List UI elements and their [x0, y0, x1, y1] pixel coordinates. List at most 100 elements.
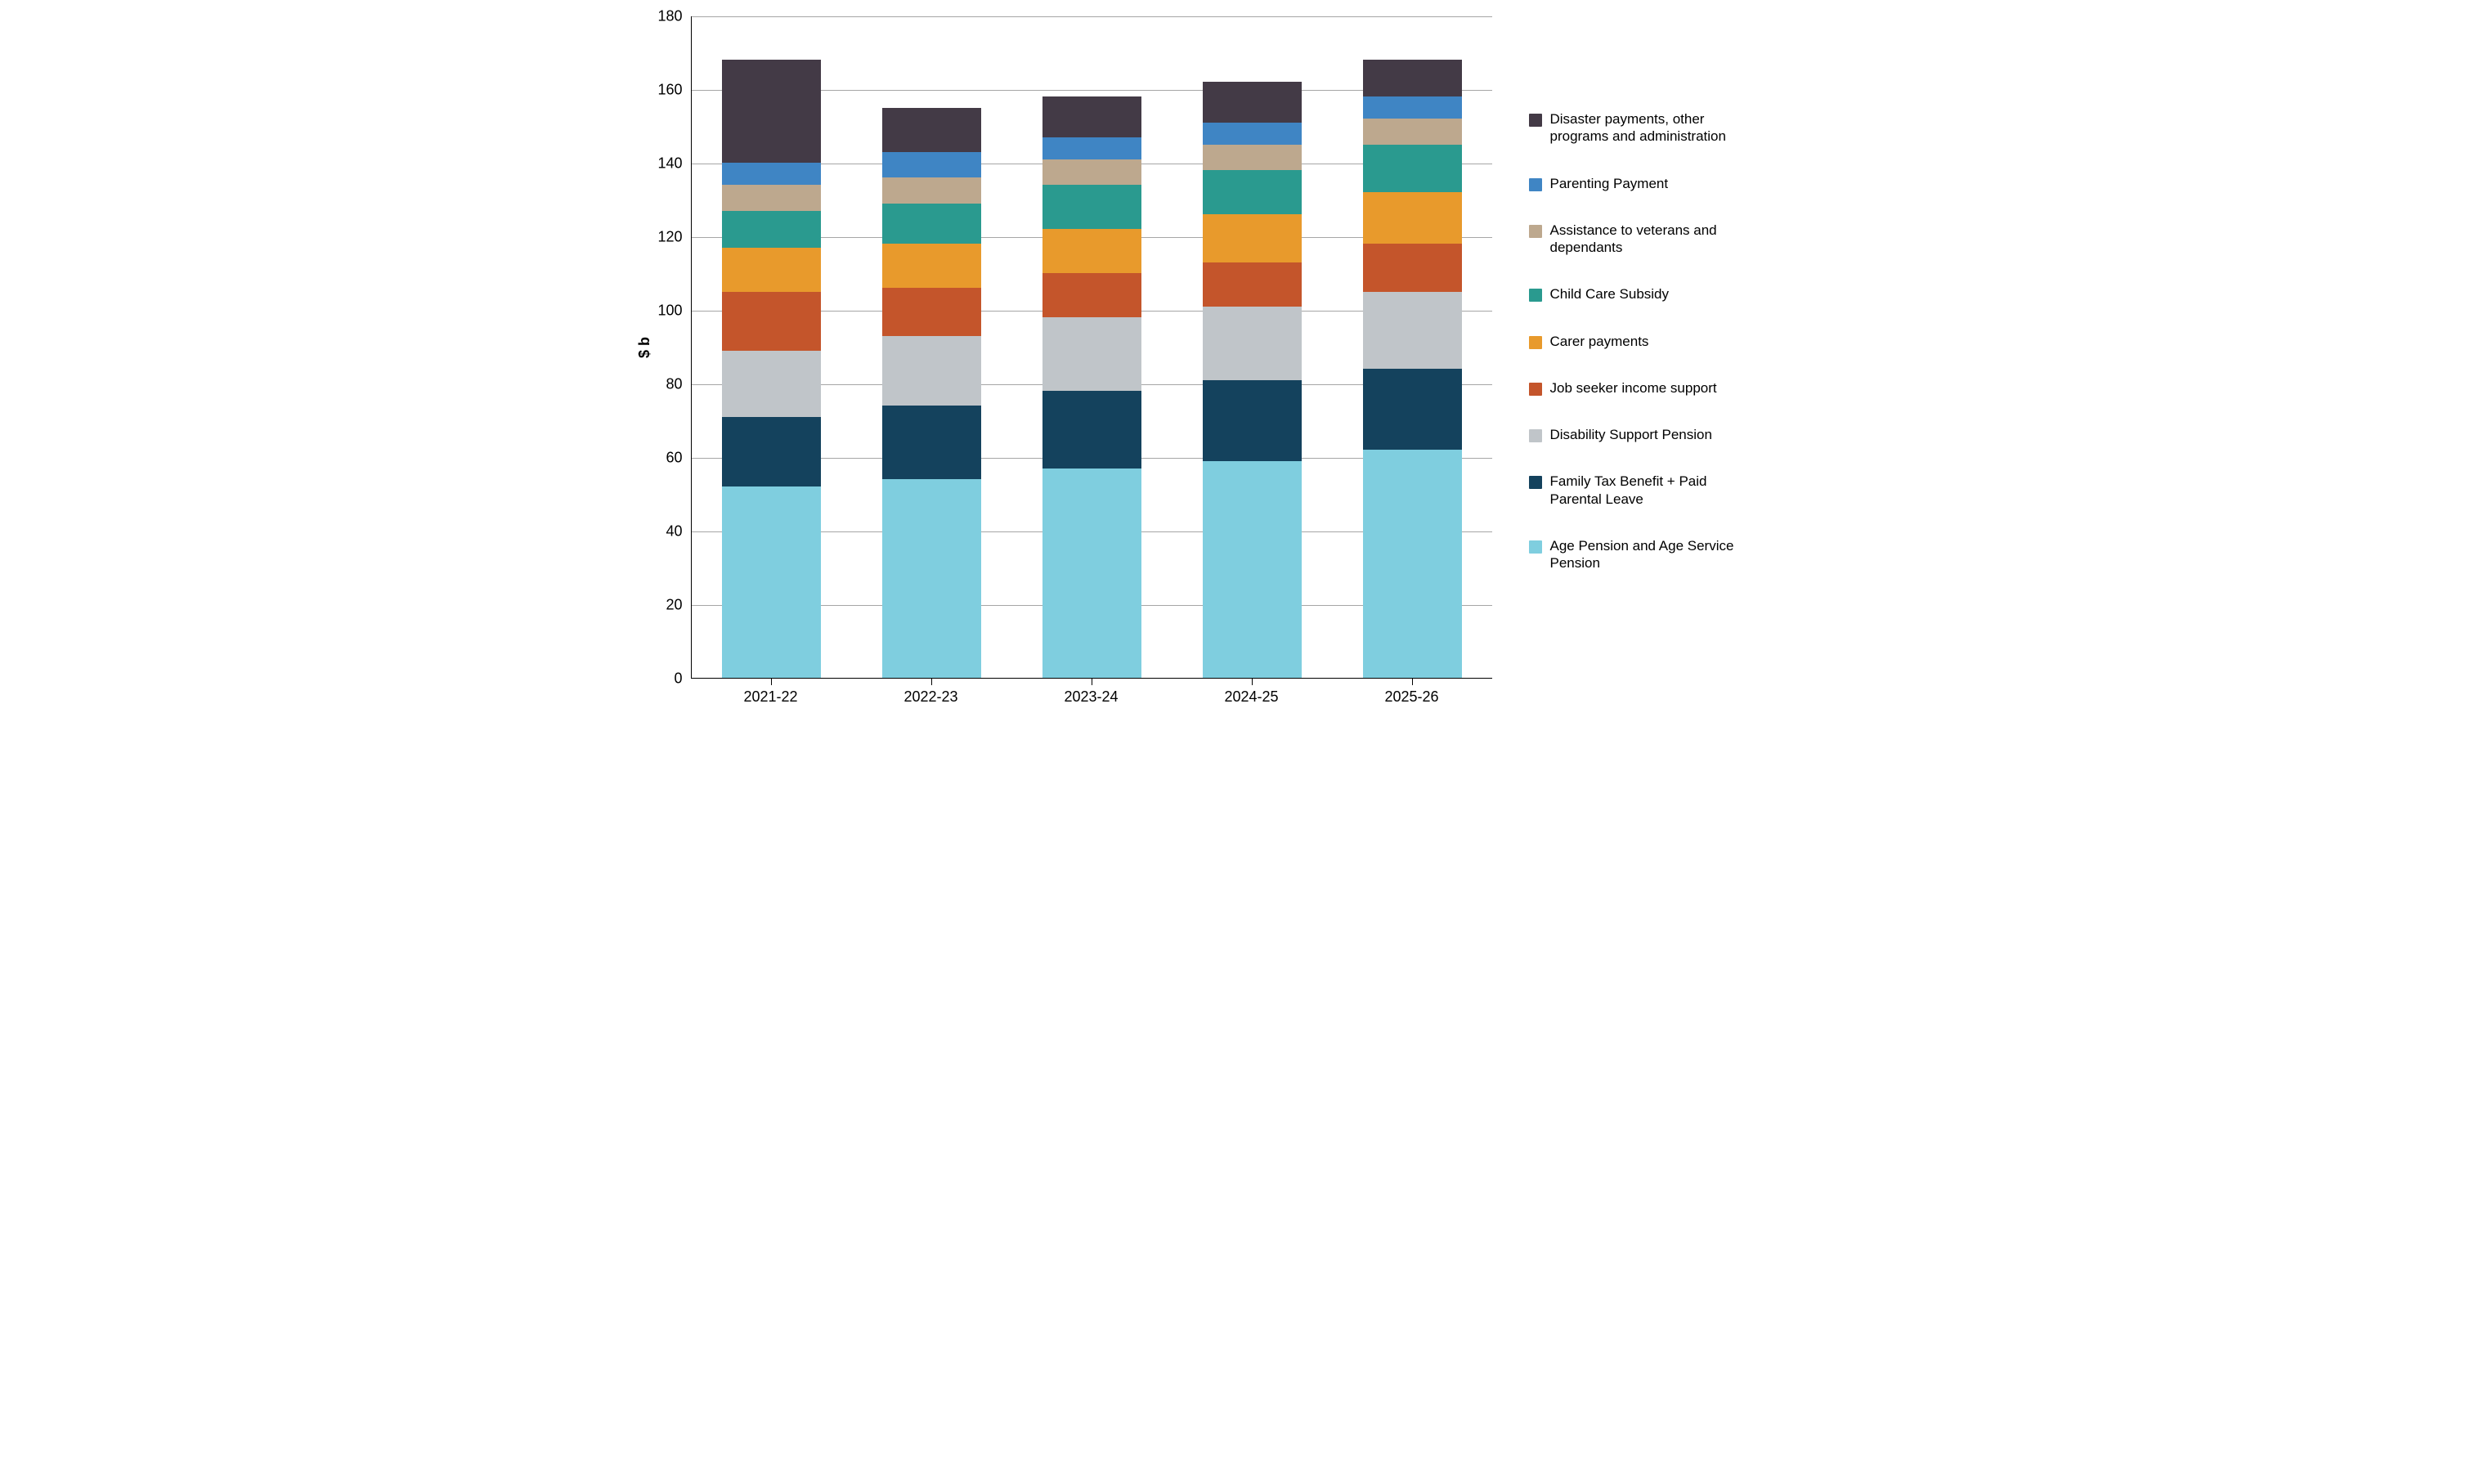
bar-segment-veterans [1363, 119, 1463, 145]
x-tick-label: 2022-23 [903, 688, 957, 706]
y-tick-label: 0 [642, 670, 683, 688]
y-tick-label: 180 [642, 8, 683, 25]
legend-label: Disaster payments, other programs and ad… [1550, 110, 1726, 146]
plot-area [691, 16, 1492, 679]
legend-swatch [1529, 429, 1542, 442]
bar-segment-carer [1363, 192, 1463, 244]
legend-label: Disability Support Pension [1550, 426, 1712, 443]
legend-item: Carer payments [1529, 333, 1734, 350]
bar-segment-carer [1042, 229, 1142, 273]
x-tick-label: 2025-26 [1384, 688, 1438, 706]
legend-swatch [1529, 540, 1542, 554]
x-tick-mark [1412, 679, 1414, 685]
gridline [692, 16, 1492, 17]
y-tick-label: 100 [642, 303, 683, 320]
legend-label: Child Care Subsidy [1550, 285, 1670, 303]
bar-segment-age_pension [1363, 450, 1463, 678]
legend-item: Disaster payments, other programs and ad… [1529, 110, 1734, 146]
y-tick-label: 140 [642, 155, 683, 173]
legend-swatch [1529, 114, 1542, 127]
bar-segment-disaster [1363, 60, 1463, 96]
bar-segment-carer [1203, 214, 1303, 262]
y-tick-label: 40 [642, 523, 683, 540]
x-tick-mark [1092, 679, 1093, 685]
y-tick-label: 20 [642, 597, 683, 614]
bar-segment-child_care [1042, 185, 1142, 229]
x-tick-mark [931, 679, 933, 685]
bar-segment-veterans [722, 185, 822, 211]
x-tick-label: 2023-24 [1064, 688, 1118, 706]
x-tick-label: 2021-22 [743, 688, 797, 706]
bar-group [1203, 82, 1303, 678]
legend-swatch [1529, 178, 1542, 191]
y-tick-label: 160 [642, 82, 683, 99]
bar-segment-parenting [882, 152, 982, 178]
bar-segment-family_tax [1203, 380, 1303, 461]
legend-item: Age Pension and Age Service Pension [1529, 537, 1734, 572]
y-axis-label: $ b [636, 337, 653, 358]
bar-segment-family_tax [1042, 391, 1142, 469]
bar-segment-disaster [722, 60, 822, 163]
bar-segment-family_tax [722, 417, 822, 487]
bar-segment-child_care [722, 211, 822, 248]
legend-item: Child Care Subsidy [1529, 285, 1734, 303]
y-tick-label: 80 [642, 376, 683, 393]
bar-segment-age_pension [1042, 469, 1142, 679]
bar-segment-disaster [1042, 96, 1142, 137]
legend-label: Assistance to veterans and dependants [1550, 222, 1717, 257]
legend-label: Age Pension and Age Service Pension [1550, 537, 1734, 572]
bar-segment-dsp [1363, 292, 1463, 370]
legend-swatch [1529, 476, 1542, 489]
legend-label: Parenting Payment [1550, 175, 1669, 192]
bar-segment-parenting [1363, 96, 1463, 119]
bar-segment-parenting [1203, 123, 1303, 145]
legend-item: Disability Support Pension [1529, 426, 1734, 443]
bar-segment-disaster [1203, 82, 1303, 123]
bar-segment-parenting [722, 163, 822, 185]
legend: Disaster payments, other programs and ad… [1529, 110, 1734, 572]
bar-segment-jobseeker [1363, 244, 1463, 292]
bar-segment-family_tax [882, 406, 982, 479]
bar-group [722, 60, 822, 678]
x-tick-mark [771, 679, 773, 685]
y-tick-label: 120 [642, 229, 683, 246]
legend-label: Family Tax Benefit + Paid Parental Leave [1550, 473, 1707, 508]
bar-group [1363, 60, 1463, 678]
legend-item: Job seeker income support [1529, 379, 1734, 397]
legend-label: Job seeker income support [1550, 379, 1717, 397]
bar-segment-dsp [1042, 317, 1142, 391]
legend-label: Carer payments [1550, 333, 1649, 350]
bar-segment-family_tax [1363, 369, 1463, 450]
bar-segment-veterans [1042, 159, 1142, 186]
bar-segment-child_care [1363, 145, 1463, 193]
legend-item: Assistance to veterans and dependants [1529, 222, 1734, 257]
x-tick-mark [1252, 679, 1253, 685]
bar-segment-age_pension [1203, 461, 1303, 679]
bar-segment-dsp [882, 336, 982, 406]
bar-segment-jobseeker [722, 292, 822, 351]
legend-swatch [1529, 383, 1542, 396]
legend-item: Family Tax Benefit + Paid Parental Leave [1529, 473, 1734, 508]
bar-group [882, 108, 982, 679]
legend-swatch [1529, 289, 1542, 302]
chart-container: 0 20 40 60 80 100 120 140 160 180 $ b 2021-22 2022-2… [621, 0, 1863, 742]
bar-segment-jobseeker [1042, 273, 1142, 317]
bar-segment-child_care [1203, 170, 1303, 214]
legend-item: Parenting Payment [1529, 175, 1734, 192]
bar-segment-veterans [882, 177, 982, 204]
bar-segment-age_pension [882, 479, 982, 678]
bar-segment-child_care [882, 204, 982, 244]
bar-segment-jobseeker [1203, 262, 1303, 307]
y-tick-label: 60 [642, 450, 683, 467]
legend-swatch [1529, 336, 1542, 349]
bar-segment-dsp [1203, 307, 1303, 380]
legend-swatch [1529, 225, 1542, 238]
x-tick-label: 2024-25 [1224, 688, 1278, 706]
bar-segment-dsp [722, 351, 822, 417]
bar-segment-veterans [1203, 145, 1303, 171]
bar-segment-jobseeker [882, 288, 982, 336]
bar-segment-age_pension [722, 486, 822, 678]
bar-segment-carer [722, 248, 822, 292]
bar-segment-carer [882, 244, 982, 288]
bar-segment-parenting [1042, 137, 1142, 159]
